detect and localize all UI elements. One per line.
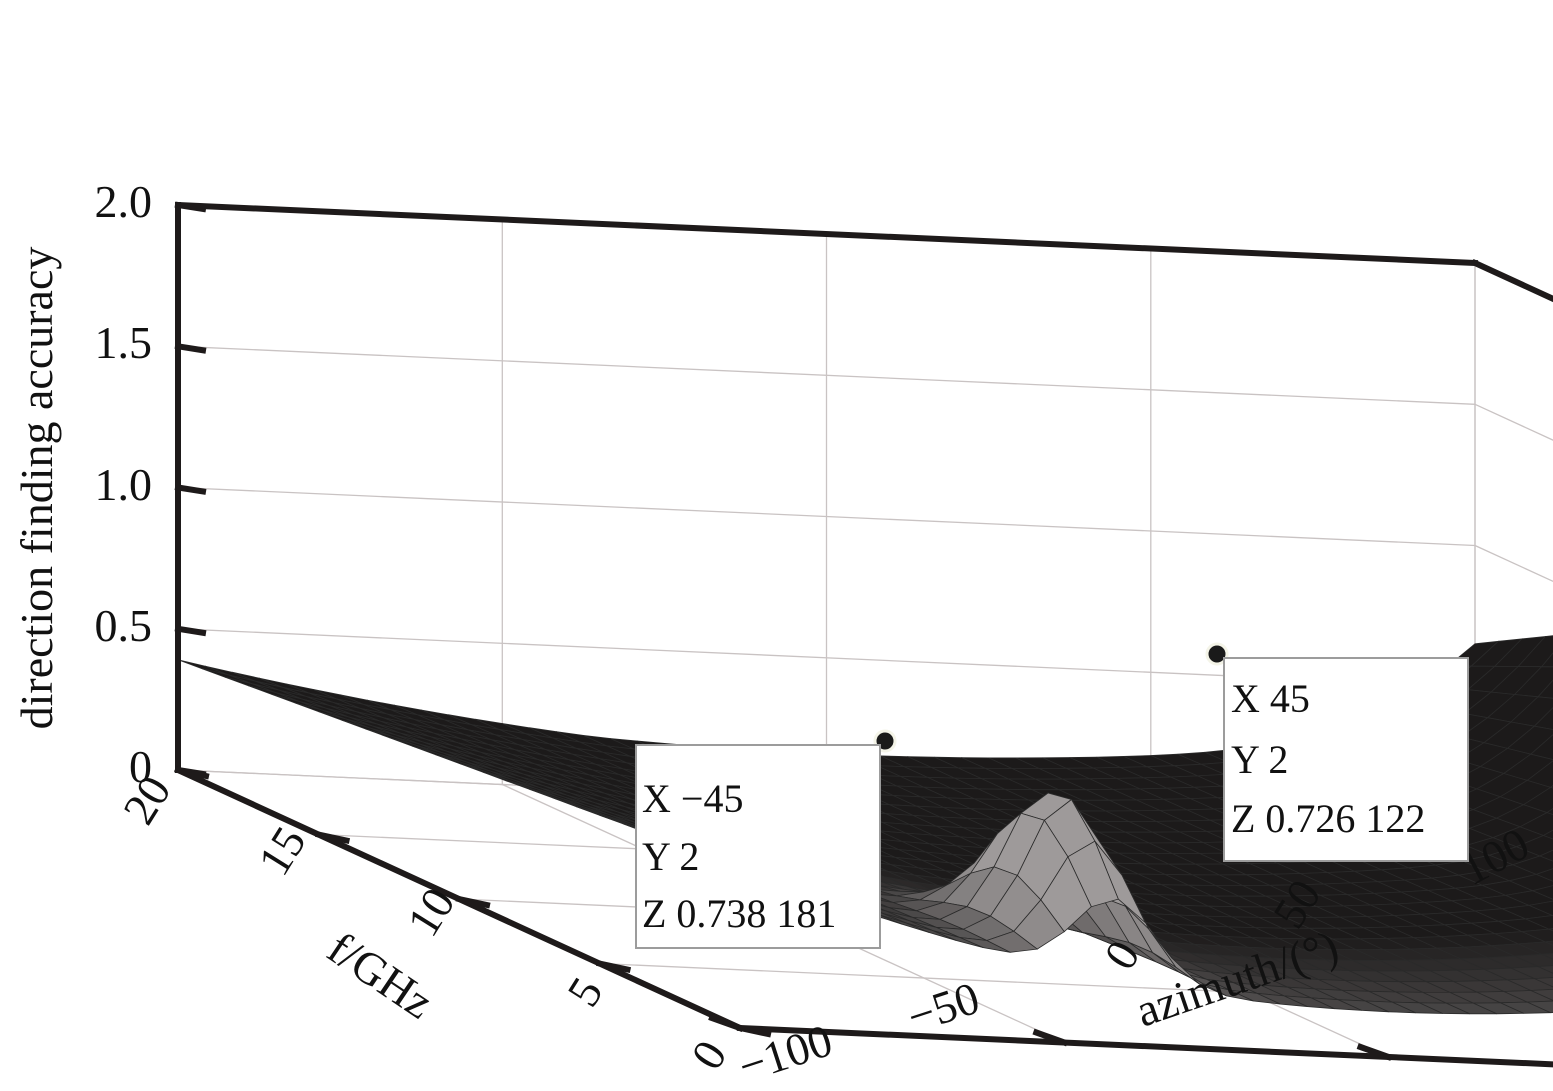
z-tick-mark: [174, 201, 207, 213]
x-tick-label-1: −50: [901, 972, 985, 1043]
datatip-right[interactable]: X 45 Y 2 Z 0.726 122: [1205, 642, 1469, 862]
gridline-back-z: [177, 486, 1476, 547]
top-back-edge: [174, 201, 1479, 267]
y-tick-label-1: 5: [557, 969, 612, 1016]
datatip-left-x: X −45: [642, 776, 743, 821]
z-tick-label-1: 0.5: [95, 600, 153, 651]
y-tick-label-0: 0: [681, 1032, 736, 1079]
y-tick-mark: [595, 959, 632, 974]
surface-patch: [1542, 829, 1553, 840]
y-tick-mark: [736, 1024, 772, 1038]
x-axis-line: [736, 1024, 1553, 1068]
surface-patch: [1540, 652, 1553, 668]
datatip-right-y: Y 2: [1231, 737, 1288, 782]
surface-patch: [1538, 849, 1553, 862]
datatip-left-y: Y 2: [642, 834, 699, 879]
z-tick-mark: [174, 625, 207, 637]
x-tick-mark: [1356, 1043, 1393, 1061]
datatip-left[interactable]: X −45 Y 2 Z 0.738 181: [635, 729, 897, 949]
top-side-edge: [1471, 259, 1553, 303]
gridline-side-z: [1474, 403, 1553, 441]
datatip-box-left: [635, 744, 881, 949]
datatip-box-right: [1223, 657, 1469, 862]
surface-patch: [1537, 679, 1553, 699]
z-tick-label-4: 2.0: [95, 176, 153, 227]
datatip-left-z: Z 0.738 181: [642, 891, 836, 936]
gridline-side-z: [1474, 262, 1553, 300]
y-axis-title: f/GHz: [319, 922, 443, 1029]
y-tick-mark: [174, 766, 210, 780]
datatip-right-z: Z 0.726 122: [1231, 796, 1425, 841]
axes-box: [174, 201, 1553, 1068]
z-tick-mark: [174, 484, 207, 495]
surface-patch: [177, 659, 229, 676]
z-tick-label-3: 1.5: [95, 317, 153, 368]
z-axis-title: direction finding accuracy: [11, 247, 62, 730]
y-tick-mark: [314, 830, 351, 845]
x-tick-mark: [1032, 1028, 1069, 1047]
x-tick-mark: [708, 1014, 744, 1032]
y-tick-label-2: 10: [397, 879, 465, 945]
z-tick-label-0: 0: [129, 741, 152, 792]
y-tick-label-4: 20: [113, 767, 181, 833]
gridline-back-z: [177, 345, 1476, 405]
datatip-marker-right[interactable]: [1205, 642, 1229, 666]
z-tick-label-2: 1.0: [95, 459, 153, 510]
z-tick-mark: [174, 342, 207, 354]
y-tick-mark: [455, 895, 491, 909]
datatip-right-x: X 45: [1231, 676, 1310, 721]
